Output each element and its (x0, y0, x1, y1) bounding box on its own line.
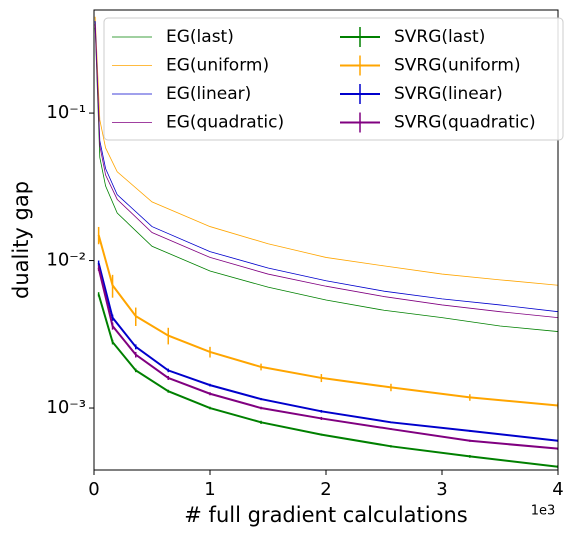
x-tick-label: 4 (552, 479, 563, 500)
line (94, 27, 558, 332)
y-tick-label: 10⁻³ (46, 397, 86, 418)
x-offset-label: 1e3 (531, 504, 556, 519)
x-tick-label: 3 (436, 479, 447, 500)
plot-frame (93, 9, 559, 471)
line (94, 24, 558, 319)
legend-label: EG(last) (166, 27, 234, 47)
legend-label: SVRG(uniform) (394, 56, 521, 76)
legend-label: SVRG(quadratic) (394, 113, 536, 133)
line (97, 294, 558, 468)
legend-label: SVRG(last) (394, 27, 485, 47)
line (97, 267, 558, 450)
plot-area (94, 16, 558, 469)
x-tick-label: 2 (320, 479, 331, 500)
y-axis-label: duality gap (9, 181, 33, 299)
legend-label: EG(linear) (166, 84, 251, 104)
line (94, 21, 558, 313)
legend-label: EG(uniform) (166, 56, 269, 76)
legend-box (103, 17, 564, 141)
legend-label: EG(quadratic) (166, 113, 284, 133)
x-tick-label: 1 (204, 479, 215, 500)
x-tick-label: 0 (88, 479, 99, 500)
y-tick-label: 10⁻² (46, 250, 86, 271)
line (94, 16, 558, 286)
y-tick-label: 10⁻¹ (46, 102, 86, 123)
legend-label: SVRG(linear) (394, 84, 503, 104)
line (97, 234, 558, 407)
line (97, 262, 558, 442)
x-axis-label: # full gradient calculations (184, 503, 467, 527)
